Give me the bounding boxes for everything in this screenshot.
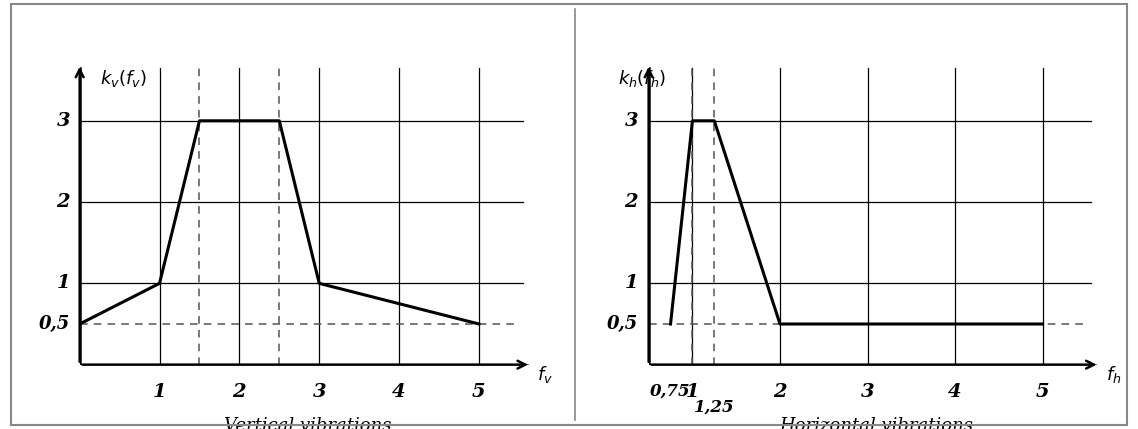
- Text: 2: 2: [57, 193, 71, 211]
- Text: 1,25: 1,25: [694, 399, 735, 416]
- Text: 0,5: 0,5: [39, 315, 71, 333]
- Text: 1: 1: [152, 383, 166, 401]
- Text: 1: 1: [57, 275, 71, 293]
- Text: 1: 1: [625, 275, 638, 293]
- Text: Horizontal vibrations: Horizontal vibrations: [780, 417, 973, 429]
- Text: 0,75: 0,75: [650, 383, 691, 399]
- Text: 0,5: 0,5: [607, 315, 638, 333]
- Text: 4: 4: [948, 383, 962, 401]
- Text: $k_v(f_v)$: $k_v(f_v)$: [100, 68, 147, 89]
- Text: 2: 2: [232, 383, 246, 401]
- Text: 3: 3: [860, 383, 874, 401]
- Text: 2: 2: [625, 193, 638, 211]
- Text: 3: 3: [313, 383, 327, 401]
- Text: 1: 1: [685, 383, 699, 401]
- Text: $f_h$: $f_h$: [1106, 364, 1122, 385]
- Text: 3: 3: [625, 112, 638, 130]
- Text: 5: 5: [1036, 383, 1049, 401]
- Text: $f_v$: $f_v$: [537, 364, 553, 385]
- Text: 2: 2: [773, 383, 786, 401]
- Text: Vertical vibrations: Vertical vibrations: [223, 417, 391, 429]
- Text: $k_h(f_h)$: $k_h(f_h)$: [618, 68, 666, 89]
- Text: 3: 3: [57, 112, 71, 130]
- Text: 5: 5: [472, 383, 486, 401]
- Text: 4: 4: [393, 383, 406, 401]
